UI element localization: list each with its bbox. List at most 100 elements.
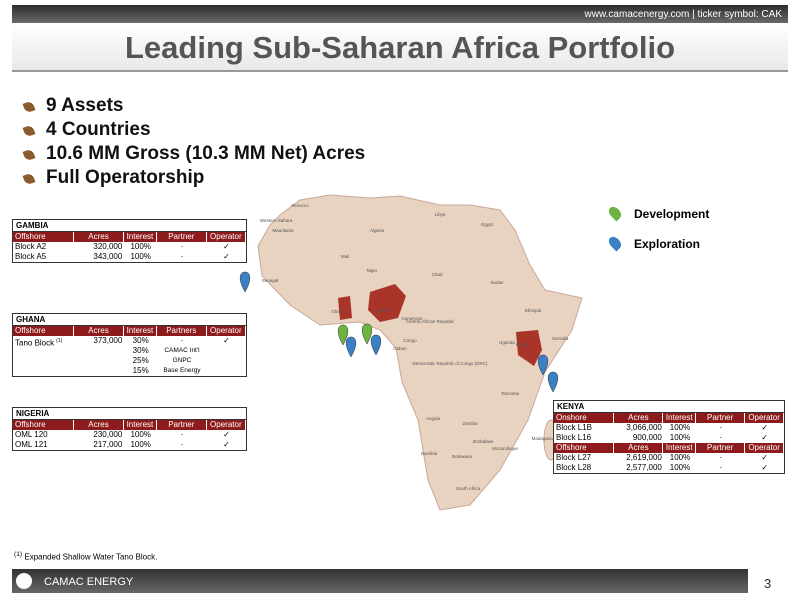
- map-label: Angola: [426, 416, 441, 421]
- header-cell: Interest: [124, 232, 157, 242]
- table-header: Onshore Acres Interest Partner Operator: [554, 413, 785, 423]
- table-cell: Block L16: [556, 433, 592, 442]
- table-cell: 900,000: [632, 433, 662, 442]
- table-cell: CAMAC Int'l: [164, 347, 200, 354]
- table-cell: 100%: [669, 433, 691, 442]
- header-cell: Partner: [157, 420, 207, 430]
- company: CAMAC ENERGY: [44, 576, 134, 588]
- table-title: GAMBIA: [13, 220, 246, 232]
- map-pin: [337, 324, 349, 346]
- map-label: Zambia: [462, 421, 478, 426]
- footnote-text: Expanded Shallow Water Tano Block.: [24, 552, 158, 562]
- map-label: Somalia: [552, 336, 569, 341]
- header-cell: Partner: [157, 232, 207, 242]
- table-cell: -: [719, 464, 722, 471]
- map-label: Western Sahara: [260, 218, 293, 223]
- header-cell: Operator: [207, 420, 246, 430]
- data-table: NIGERIA Offshore Acres Interest Partner Opera…: [12, 407, 247, 451]
- table-cell: 2,619,000: [626, 453, 662, 462]
- bullet: Full Operatorship: [46, 167, 205, 188]
- table-cell: [13, 366, 75, 376]
- table-cell: [75, 346, 125, 356]
- table-cell: -: [180, 243, 184, 250]
- table-cell: 30%: [132, 336, 149, 345]
- table-cell: -: [180, 337, 184, 344]
- map-pin: [361, 323, 373, 345]
- map-label: Central African Republic: [406, 319, 455, 324]
- map-label: Morocco: [291, 203, 309, 208]
- table-cell: Block L1B: [556, 423, 593, 432]
- map-label: Libya: [435, 212, 446, 217]
- table-row: Block A5 343,000 100% - ✓: [13, 252, 246, 262]
- table-header: Offshore Acres Interest Partner Operator: [13, 232, 246, 242]
- data-table: GAMBIA Offshore Acres Interest Partner Operat…: [12, 219, 247, 263]
- table-cell: -: [180, 431, 184, 438]
- table-cell: 100%: [130, 430, 151, 439]
- map-pin: [239, 271, 251, 293]
- table-cell: 100%: [669, 453, 691, 462]
- map-label: South Africa: [456, 486, 481, 491]
- cell-note: (1): [56, 338, 63, 344]
- map-label: Senegal: [262, 278, 279, 283]
- header-cell: Acres: [614, 413, 664, 423]
- page-number: 3: [764, 576, 772, 591]
- table-cell: [207, 366, 246, 376]
- table-cell: [207, 356, 246, 366]
- map-pin: [370, 334, 382, 356]
- table-cell: [13, 356, 75, 366]
- map-label: Kenya: [516, 342, 529, 347]
- header-cell: Offshore: [13, 232, 75, 242]
- header-cell: Onshore: [554, 413, 615, 423]
- table-title: NIGERIA: [13, 408, 246, 420]
- map-label: Congo: [403, 338, 417, 343]
- table-row: Block L27 2,619,000 100% - ✓: [554, 453, 784, 463]
- map-label: Zimbabwe: [473, 439, 494, 444]
- ghana-shape: [338, 296, 352, 320]
- table-row: Block L16 900,000 100% - ✓: [554, 433, 784, 443]
- nigeria-shape: [368, 284, 406, 322]
- table-cell: -: [719, 424, 722, 431]
- bullet: 9 Assets: [46, 95, 124, 116]
- title-band: [12, 25, 788, 72]
- map-label: Ghana: [331, 309, 345, 314]
- header-cell: Partners: [157, 326, 207, 336]
- header-cell: Operator: [207, 232, 246, 242]
- bullet: 4 Countries: [46, 119, 151, 140]
- table-cell: ✓: [223, 336, 230, 345]
- map-label: Gabon: [393, 346, 407, 351]
- header-cell: Offshore: [13, 326, 75, 336]
- table-row: Block A2 320,000 100% - ✓: [13, 242, 246, 252]
- map-label: Democratic Republic of Congo (DRC): [412, 361, 488, 366]
- data-table: KENYA Onshore Acres Interest Partner Operator…: [553, 400, 785, 474]
- table-cell: GNPC: [172, 357, 192, 364]
- table-cell: ✓: [223, 252, 230, 261]
- table-cell: 2,577,000: [626, 463, 662, 472]
- table-cell: 15%: [132, 366, 149, 375]
- map-label: Mali: [341, 254, 349, 259]
- table-row: 15% Base Energy: [13, 366, 246, 376]
- header-cell: Interest: [124, 420, 157, 430]
- table-row: Block L28 2,577,000 100% - ✓: [554, 463, 784, 473]
- footnote: (1) Expanded Shallow Water Tano Block.: [14, 551, 157, 562]
- table-cell: -: [180, 253, 184, 260]
- cell-text: Tano Block: [15, 338, 55, 346]
- table-cell: Block A2: [15, 242, 47, 251]
- map-label: Sudan: [490, 280, 504, 285]
- table-cell: 320,000: [93, 242, 123, 251]
- table-cell: 230,000: [93, 430, 123, 439]
- table-header: Offshore Acres Interest Partner Operator: [13, 420, 246, 430]
- logo: [16, 573, 32, 589]
- table-cell: 3,066,000: [626, 423, 662, 432]
- table-cell: 100%: [130, 440, 151, 449]
- table-cell: 373,000: [93, 336, 123, 345]
- map-label: Cameroon: [401, 316, 423, 321]
- table-cell: OML 121: [15, 440, 48, 449]
- table-cell: 100%: [130, 242, 151, 251]
- table-cell: ✓: [223, 430, 230, 439]
- header-cell: Offshore: [554, 443, 615, 453]
- table-row: OML 120 230,000 100% - ✓: [13, 430, 246, 440]
- table-cell: 25%: [132, 356, 149, 365]
- africa: [257, 194, 583, 511]
- map-pin: [547, 371, 559, 393]
- legend-label: Exploration: [634, 237, 701, 251]
